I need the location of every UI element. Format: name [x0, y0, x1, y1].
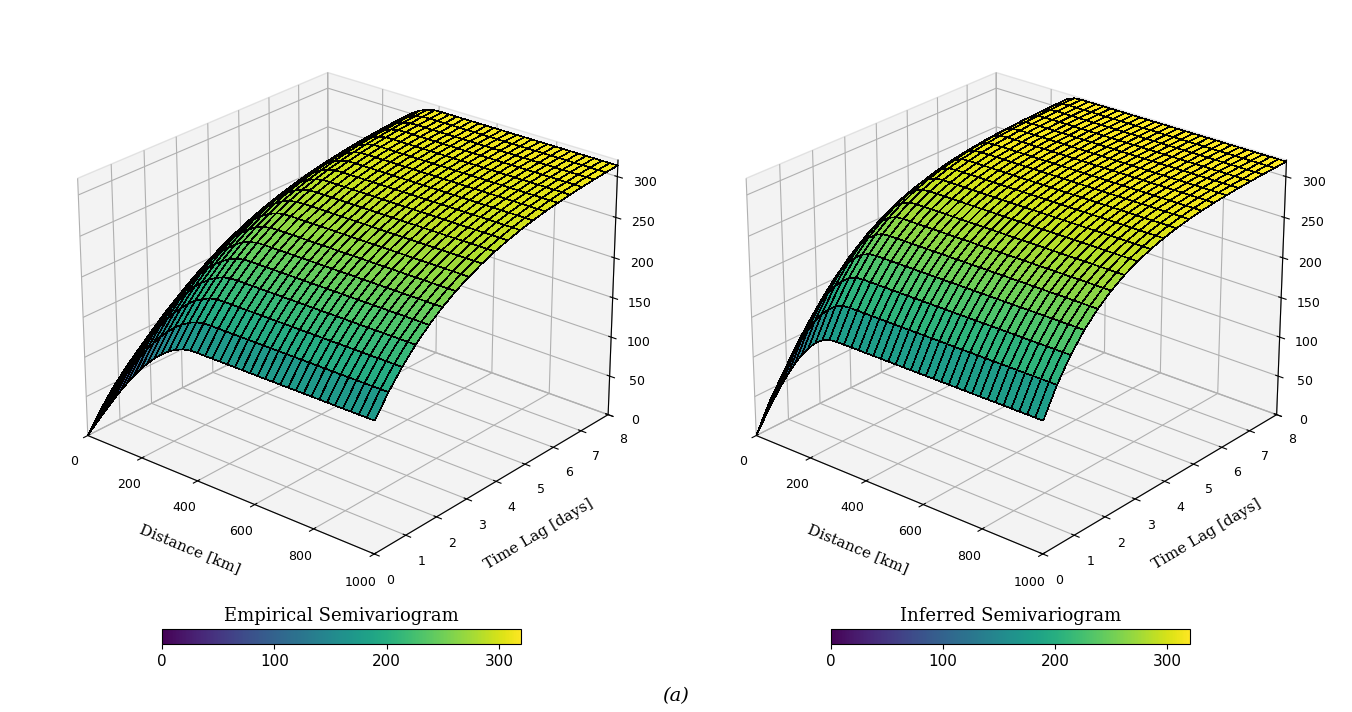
- Y-axis label: Time Lag [days]: Time Lag [days]: [481, 496, 595, 572]
- Title: Empirical Semivariogram: Empirical Semivariogram: [224, 607, 460, 625]
- Text: (a): (a): [662, 687, 690, 705]
- Y-axis label: Time Lag [days]: Time Lag [days]: [1151, 496, 1264, 572]
- X-axis label: Distance [km]: Distance [km]: [138, 522, 242, 576]
- X-axis label: Distance [km]: Distance [km]: [806, 522, 911, 576]
- Title: Inferred Semivariogram: Inferred Semivariogram: [899, 607, 1121, 625]
